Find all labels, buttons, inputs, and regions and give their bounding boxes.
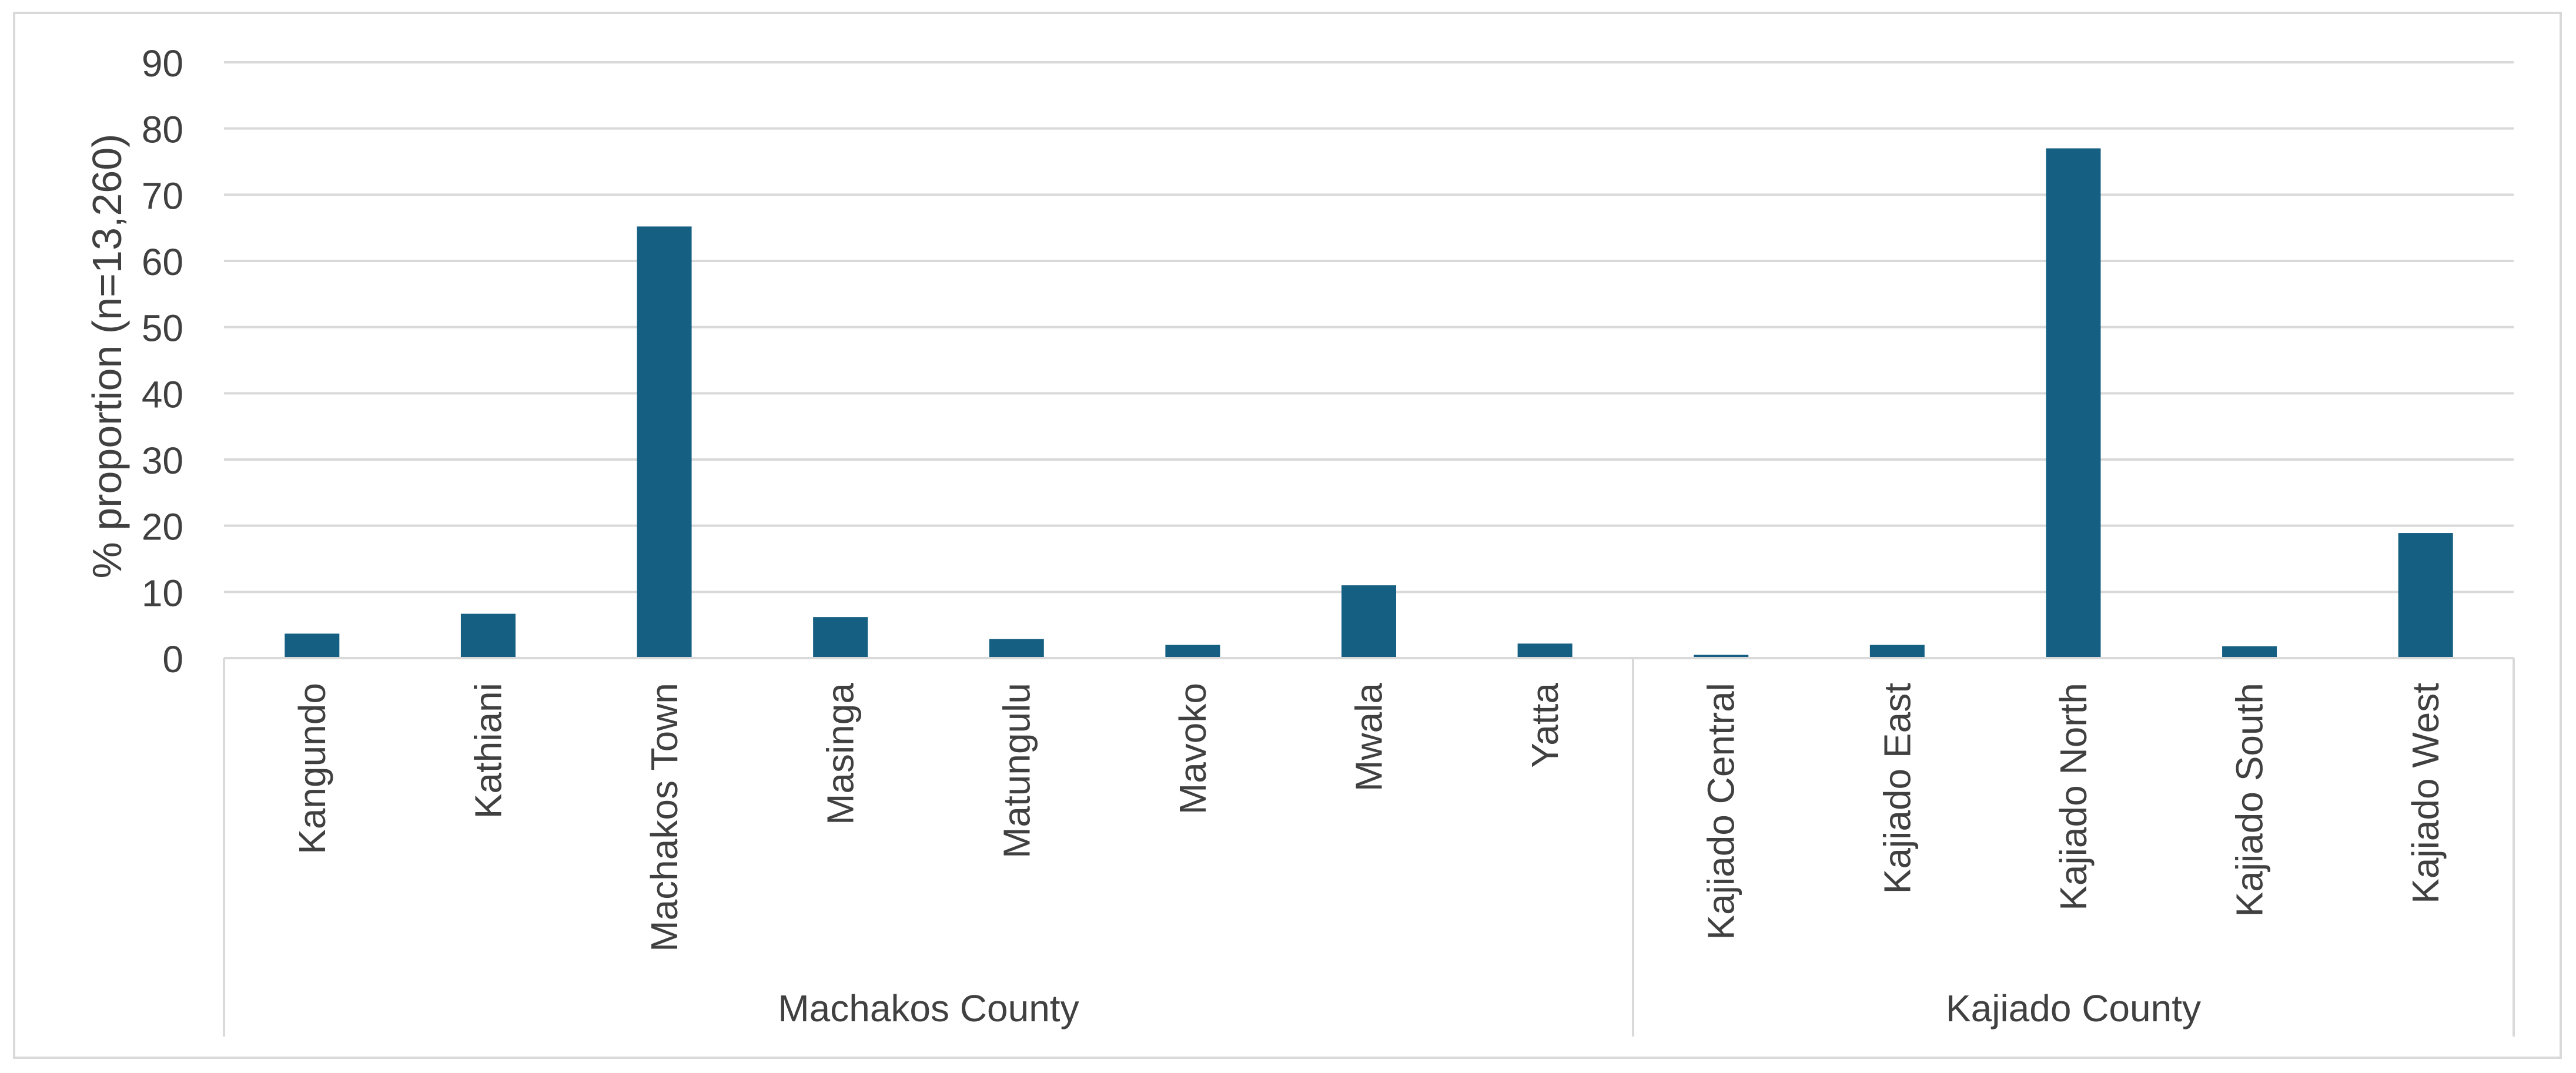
x-tick-label: Yatta bbox=[1524, 683, 1566, 768]
x-axis bbox=[223, 657, 2515, 1037]
group-label: Machakos County bbox=[778, 987, 1079, 1030]
bar bbox=[989, 639, 1044, 658]
y-tick-label: 90 bbox=[142, 42, 183, 85]
x-tick-label: Matungulu bbox=[995, 683, 1038, 859]
bar-chart: 0 10 20 30 40 50 60 70 80 90 Kangundo Kathiani Mach… bbox=[84, 42, 2515, 1037]
bars bbox=[285, 148, 2453, 658]
x-tick-label: Kajiado North bbox=[2052, 683, 2095, 911]
x-tick-label: Kajiado East bbox=[1876, 683, 1918, 894]
x-tick-label: Kajiado West bbox=[2404, 683, 2447, 904]
bar bbox=[2046, 148, 2101, 658]
bar bbox=[2398, 533, 2453, 658]
x-tick-label: Kathiani bbox=[467, 683, 509, 819]
y-tick-label: 20 bbox=[142, 506, 183, 548]
gridlines bbox=[224, 61, 2514, 593]
y-tick-labels: 0 10 20 30 40 50 60 70 80 90 bbox=[142, 42, 183, 680]
y-tick-label: 40 bbox=[142, 373, 183, 415]
x-tick-label: Masinga bbox=[819, 683, 862, 825]
bar bbox=[1341, 585, 1396, 658]
x-tick-label: Mwala bbox=[1348, 683, 1390, 792]
y-tick-label: 10 bbox=[142, 572, 183, 614]
y-axis-label: % proportion (n=13,260) bbox=[84, 134, 130, 579]
group-label: Kajiado County bbox=[1946, 987, 2201, 1030]
bar bbox=[1165, 645, 1220, 658]
group-labels: Machakos County Kajiado County bbox=[778, 987, 2201, 1030]
x-tick-label: Kangundo bbox=[291, 683, 333, 854]
bar bbox=[813, 617, 868, 658]
bar bbox=[2222, 646, 2277, 658]
x-tick-label: Machakos Town bbox=[643, 683, 685, 952]
bar bbox=[637, 226, 692, 658]
x-tick-label: Mavoko bbox=[1172, 683, 1214, 814]
y-tick-label: 50 bbox=[142, 307, 183, 350]
bar bbox=[1517, 643, 1573, 658]
bar bbox=[285, 633, 340, 658]
bar bbox=[1694, 655, 1749, 658]
chart-frame: 0 10 20 30 40 50 60 70 80 90 Kangundo Kathiani Mach… bbox=[13, 12, 2562, 1059]
y-tick-label: 60 bbox=[142, 241, 183, 283]
bar bbox=[1869, 645, 1925, 658]
x-tick-labels: Kangundo Kathiani Machakos Town Masinga Matu… bbox=[291, 683, 2447, 952]
y-tick-label: 80 bbox=[142, 109, 183, 151]
y-tick-label: 70 bbox=[142, 175, 183, 217]
y-tick-label: 30 bbox=[142, 440, 183, 482]
x-tick-label: Kajiado South bbox=[2229, 683, 2271, 917]
y-tick-label: 0 bbox=[162, 638, 183, 680]
bar bbox=[460, 613, 516, 658]
x-tick-label: Kajiado Central bbox=[1700, 683, 1742, 940]
